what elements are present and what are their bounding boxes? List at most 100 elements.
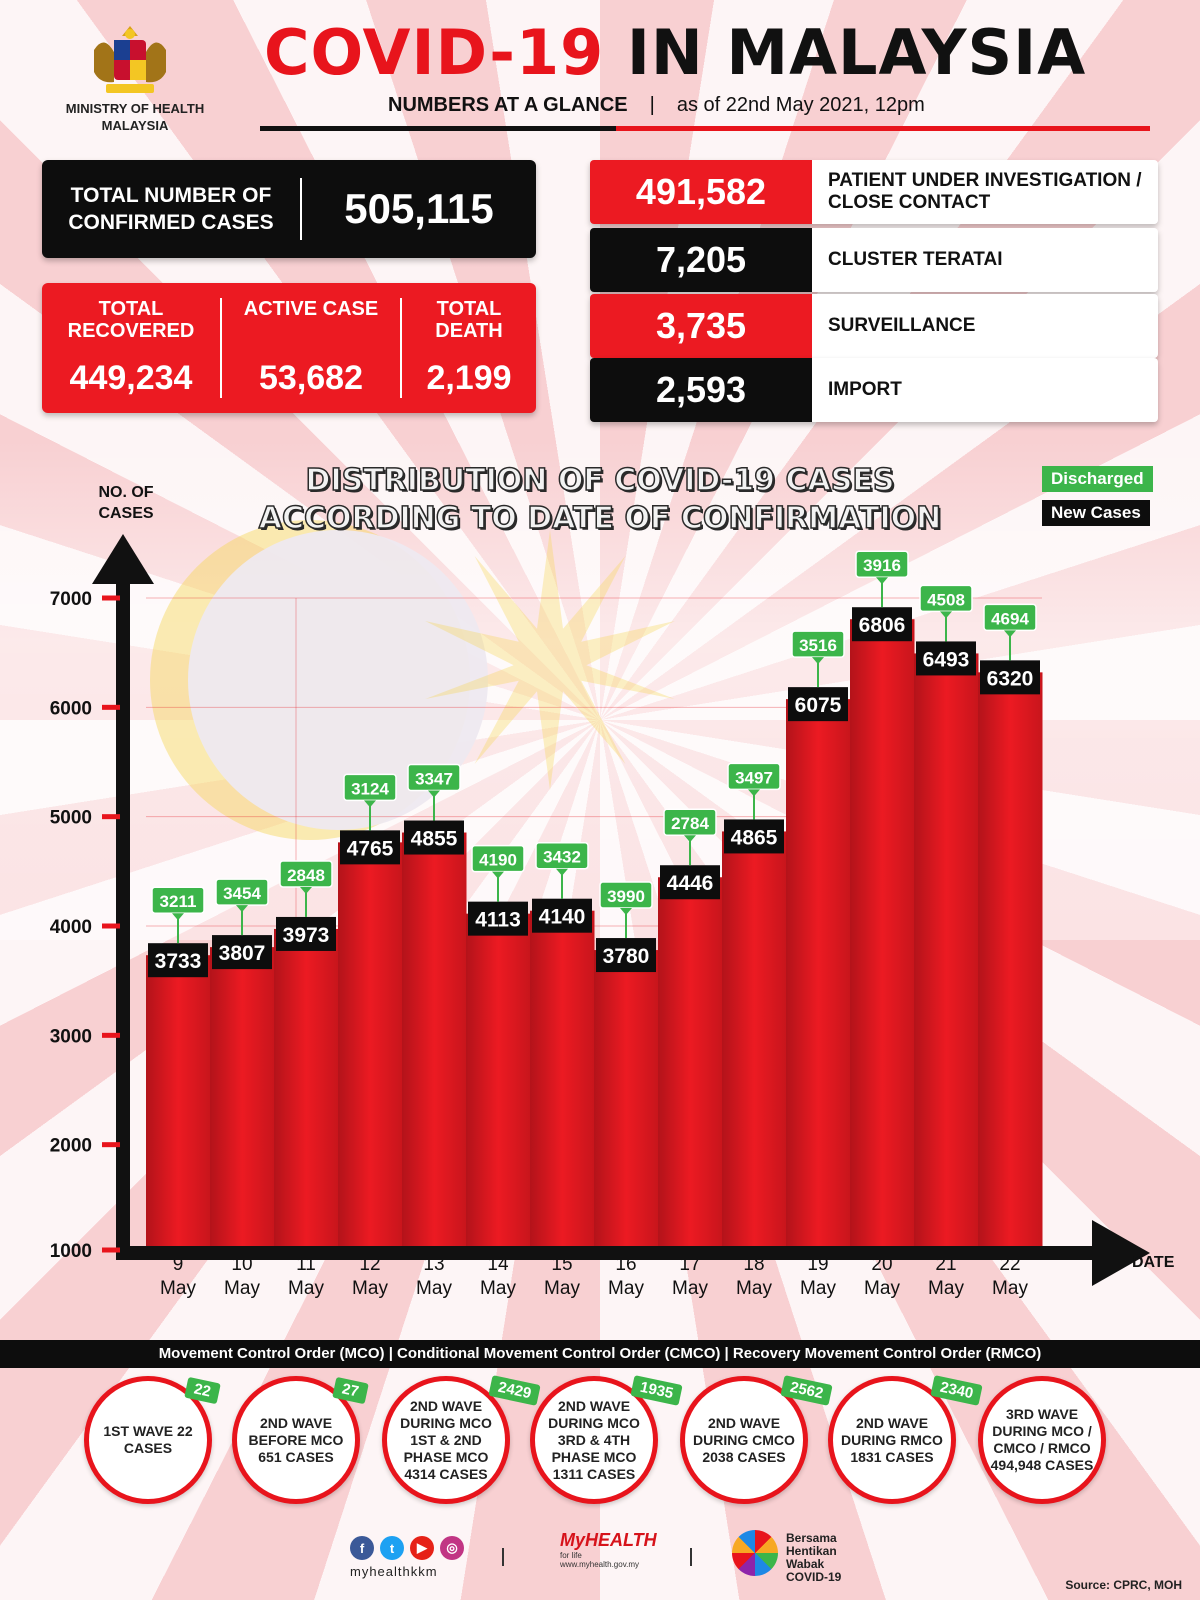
ministry-label: MINISTRY OF HEALTH MALAYSIA	[65, 101, 205, 133]
y-tick-label: 3000	[50, 1026, 92, 1047]
legend-discharged: Discharged	[1042, 466, 1153, 492]
y-tick-label: 7000	[50, 589, 92, 610]
bar	[594, 950, 659, 1254]
y-tick-label: 5000	[50, 808, 92, 829]
new-cases-label-bg	[788, 687, 848, 722]
x-tick-label-month: May	[800, 1278, 836, 1299]
x-tick-label-month: May	[416, 1278, 452, 1299]
subtitle-separator: |	[649, 94, 655, 116]
discharged-value: 3497	[735, 768, 773, 787]
discharged-value: 2784	[671, 814, 709, 833]
discharged-value: 4508	[927, 590, 965, 609]
bar	[722, 831, 787, 1254]
new-cases-value: 3807	[219, 942, 266, 965]
x-tick-label-month: May	[352, 1278, 388, 1299]
new-cases-value: 3973	[283, 924, 330, 947]
y-tick-mark	[102, 595, 120, 601]
active-cell: ACTIVE CASE 53,682	[220, 298, 400, 398]
bar	[466, 913, 531, 1254]
discharged-value: 3211	[160, 892, 197, 911]
discharged-pointer	[748, 789, 760, 797]
wave-circle: 2ND WAVE DURING MCO 1ST & 2ND PHASE MCO …	[382, 1376, 510, 1504]
twitter-icon[interactable]: t	[380, 1536, 404, 1560]
new-cases-label-bg	[148, 943, 208, 978]
y-axis-label: NO. OF CASES	[98, 484, 154, 522]
footer-divider	[502, 1548, 504, 1566]
new-cases-value: 4765	[347, 837, 394, 860]
new-cases-value: 3733	[155, 950, 202, 973]
x-tick-label-month: May	[608, 1278, 644, 1299]
new-cases-label-bg	[468, 901, 528, 936]
discharged-value: 4694	[991, 609, 1029, 628]
discharged-value: 2848	[287, 866, 325, 885]
bar	[210, 947, 275, 1254]
social-icons: f t ▶ ◎	[350, 1536, 464, 1560]
source-row: 2,593 IMPORT	[590, 358, 1158, 422]
new-cases-value: 4113	[475, 909, 521, 932]
discharged-label-bg	[791, 630, 845, 658]
bersama-line: Hentikan	[786, 1544, 837, 1558]
y-axis-arrow	[92, 534, 154, 584]
source-row: 3,735 SURVEILLANCE	[590, 294, 1158, 358]
new-cases-label-bg	[340, 830, 400, 865]
y-tick-label: 6000	[50, 698, 92, 719]
active-value: 53,682	[259, 359, 363, 397]
bar	[402, 832, 467, 1254]
bar	[850, 619, 915, 1254]
source-label: SURVEILLANCE	[812, 294, 1158, 358]
bar	[530, 910, 595, 1254]
new-cases-label-bg	[660, 865, 720, 900]
y-tick-mark	[102, 1032, 120, 1038]
source-row: 491,582 PATIENT UNDER INVESTIGATION / CL…	[590, 160, 1158, 224]
y-tick-mark	[102, 704, 120, 710]
death-label: TOTAL DEATH	[435, 298, 503, 342]
discharged-pointer	[364, 800, 376, 808]
discharged-value: 3916	[863, 556, 901, 575]
death-cell: TOTAL DEATH 2,199	[400, 298, 536, 398]
cases-bar-chart: 373332119May3807345410May3973284811May47…	[50, 534, 1150, 1299]
new-cases-label-bg	[212, 935, 272, 970]
recovered-label: TOTAL RECOVERED	[67, 298, 195, 342]
discharged-pointer	[812, 657, 824, 665]
x-tick-label-month: May	[160, 1278, 196, 1299]
bar	[786, 699, 851, 1254]
discharged-pointer	[684, 835, 696, 843]
totals-box: TOTAL RECOVERED 449,234 ACTIVE CASE 53,6…	[42, 283, 536, 413]
new-cases-value: 4446	[667, 872, 714, 895]
wave-circle: 2ND WAVE DURING RMCO 1831 CASES	[828, 1376, 956, 1504]
myhealth-name: MyHEALTH	[560, 1530, 657, 1550]
x-tick-label-month: May	[544, 1278, 580, 1299]
confirmed-value: 505,115	[344, 185, 494, 232]
facebook-icon[interactable]: f	[350, 1536, 374, 1560]
discharged-pointer	[492, 871, 504, 879]
discharged-pointer	[300, 886, 312, 894]
new-cases-value: 6075	[795, 694, 842, 717]
page-subtitle: NUMBERS AT A GLANCE | as of 22nd May 2021,…	[388, 94, 925, 117]
instagram-icon[interactable]: ◎	[440, 1536, 464, 1560]
new-cases-label-bg	[596, 938, 656, 973]
x-tick-label-month: May	[224, 1278, 260, 1299]
coat-of-arms-logo	[94, 26, 166, 93]
new-cases-label-bg	[724, 819, 784, 854]
new-cases-value: 3780	[603, 945, 650, 968]
wave-circle: 2ND WAVE DURING CMCO 2038 CASES	[680, 1376, 808, 1504]
new-cases-label-bg	[852, 607, 912, 642]
source-row: 7,205 CLUSTER TERATAI	[590, 228, 1158, 292]
legend-new-cases: New Cases	[1042, 500, 1150, 526]
wave-circle: 3RD WAVE DURING MCO / CMCO / RMCO 494,94…	[978, 1376, 1106, 1504]
discharged-value: 3990	[607, 887, 645, 906]
x-tick-label-month: May	[992, 1278, 1028, 1299]
new-cases-value: 6320	[987, 667, 1034, 690]
discharged-pointer	[876, 577, 888, 585]
y-tick-mark	[102, 1247, 120, 1253]
discharged-pointer	[940, 611, 952, 619]
source-note: Source: CPRC, MOH	[1065, 1578, 1182, 1592]
title-black: IN MALAYSIA	[626, 16, 1087, 89]
new-cases-value: 4855	[411, 828, 458, 851]
bersama-line: Wabak	[786, 1557, 825, 1571]
y-tick-mark	[102, 1142, 120, 1148]
myhealth-logo: MyHEALTH for life www.myhealth.gov.my	[560, 1530, 657, 1569]
x-axis-arrow	[1092, 1220, 1150, 1286]
youtube-icon[interactable]: ▶	[410, 1536, 434, 1560]
recovered-value: 449,234	[69, 359, 193, 397]
